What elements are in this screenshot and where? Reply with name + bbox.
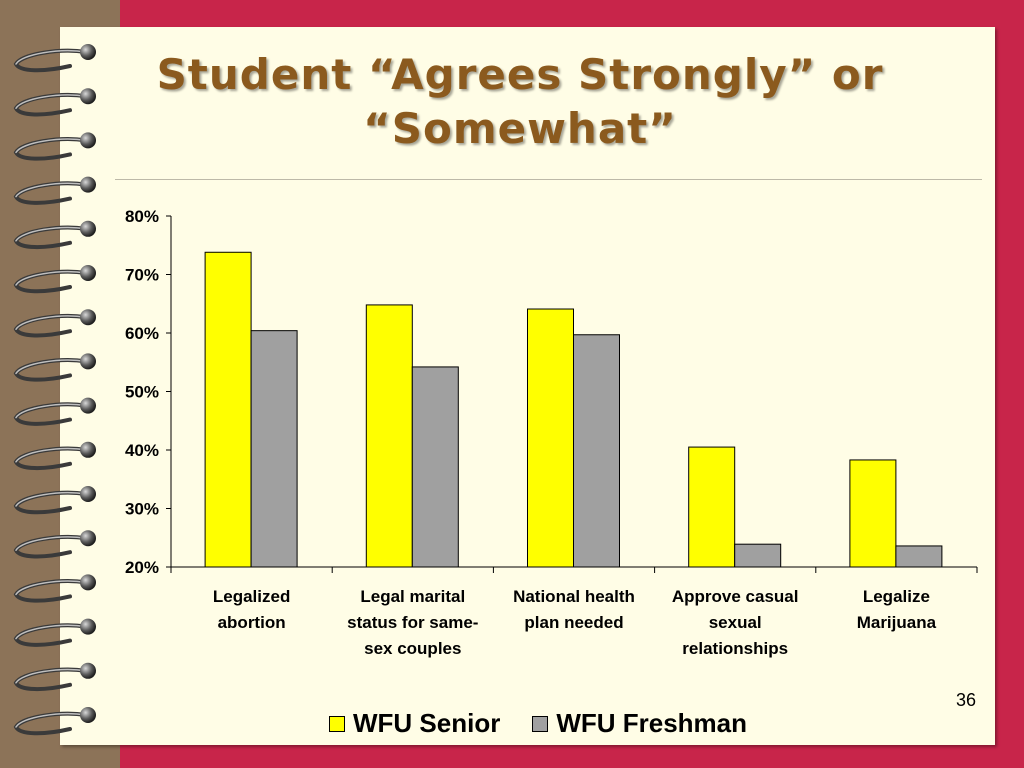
category-label-line: abortion <box>217 613 286 632</box>
slide-title: Student “Agrees Strongly” or “Somewhat” <box>156 50 884 153</box>
y-tick-label: 30% <box>125 500 159 519</box>
category-label-line: Legal marital <box>360 587 466 606</box>
spiral-ring <box>13 44 96 73</box>
y-tick-label: 50% <box>125 383 159 402</box>
spiral-ring <box>13 397 96 426</box>
bar-senior <box>849 459 897 568</box>
spiral-ring <box>13 309 96 338</box>
title-divider <box>115 179 982 180</box>
spiral-ring <box>13 353 96 382</box>
category-label-line: status for same- <box>347 613 479 632</box>
y-tick-label: 80% <box>125 207 159 226</box>
spiral-ring <box>13 662 96 692</box>
category-label: Legalized abortion <box>172 584 332 636</box>
category-label: National health plan needed <box>494 584 654 636</box>
bar-freshman <box>895 545 943 568</box>
y-tick-label: 70% <box>125 266 159 285</box>
category-label-line: Legalize <box>862 587 930 606</box>
spiral-ring <box>13 441 96 471</box>
spiral-ring <box>13 88 96 117</box>
slide-number: 36 <box>955 690 976 710</box>
category-label: Legal marital status for same-sex couples <box>333 584 493 662</box>
category-label-line: Legalized <box>212 587 291 606</box>
spiral-ring <box>13 618 96 647</box>
spiral-ring <box>13 707 96 736</box>
legend-swatch-freshman <box>532 715 549 732</box>
category-label-line: sex couples <box>364 639 462 658</box>
category-label-line: plan needed <box>524 613 624 632</box>
bar-freshman <box>411 366 459 568</box>
spiral-ring <box>13 486 96 515</box>
bar-freshman <box>250 330 298 568</box>
bar-freshman <box>734 543 782 568</box>
category-label-line: Approve casual <box>671 587 799 606</box>
legend-label-senior: WFU Senior <box>352 708 501 738</box>
category-label-line: Marijuana <box>856 613 937 632</box>
spiral-ring <box>13 574 96 603</box>
spiral-ring <box>13 176 96 205</box>
legend-swatch-senior <box>328 715 345 732</box>
bar-senior <box>688 446 736 568</box>
spiral-ring <box>13 265 96 294</box>
bar-senior <box>527 308 574 568</box>
spiral-binding <box>13 44 96 736</box>
bar-senior <box>365 304 413 568</box>
legend-item-freshman: WFU Freshman <box>532 708 747 739</box>
category-label-line: relationships <box>682 639 789 658</box>
category-label: Approve casual sexual relationships <box>655 584 815 662</box>
chart-legend: WFU Senior WFU Freshman <box>0 708 1024 739</box>
spiral-ring <box>13 132 96 161</box>
category-label-line: sexual <box>708 613 762 632</box>
spiral-ring <box>13 530 96 559</box>
y-tick-label: 20% <box>125 558 159 577</box>
y-tick-label: 40% <box>125 441 159 460</box>
y-tick-label: 60% <box>125 324 159 343</box>
bar-freshman <box>573 334 620 568</box>
category-label: Legalize Marijuana <box>816 584 976 636</box>
bar-senior <box>204 251 252 568</box>
spiral-ring <box>13 220 96 250</box>
category-label-line: National health <box>513 587 635 606</box>
legend-label-freshman: WFU Freshman <box>556 708 748 738</box>
legend-item-senior: WFU Senior <box>328 708 501 739</box>
